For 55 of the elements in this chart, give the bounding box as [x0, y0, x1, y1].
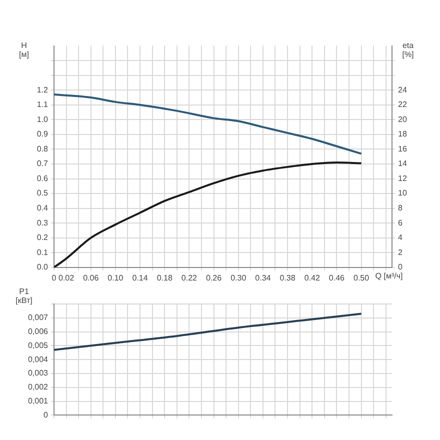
y2-tick-label: 6	[398, 218, 403, 228]
y2-tick-label: 8	[398, 204, 403, 213]
y-tick-label: 0,001	[28, 396, 49, 406]
y-tick-label: 0,007	[28, 313, 49, 322]
y-tick-label: 0,003	[28, 368, 49, 378]
y2-tick-label: 2	[398, 248, 403, 257]
x-axis-title: Q [м³/ч]	[375, 272, 403, 281]
x-tick-label: 0.18	[156, 273, 173, 282]
x-tick-label: 0.26	[206, 273, 222, 282]
x-tick-label: 0.42	[304, 273, 320, 282]
y2-tick-label: 16	[398, 144, 408, 154]
y-tick-label: 0.5	[36, 188, 49, 198]
y-tick-label: 0.6	[36, 174, 49, 183]
y-tick-label: 0.7	[36, 159, 49, 168]
x-tick-label: 0	[52, 273, 57, 282]
x-tick-label: 0.02	[58, 273, 75, 282]
x-tick-label: 0.30	[230, 273, 247, 282]
y-tick-label: 0	[44, 410, 49, 420]
y-axis-title: H [м]	[19, 41, 29, 60]
y2-tick-label: 24	[398, 85, 408, 94]
y-tick-label: 0.2	[36, 233, 49, 242]
x-tick-label: 0.14	[132, 273, 148, 282]
line-series	[54, 94, 362, 155]
y2-axis-title: eta [%]	[402, 41, 414, 60]
y-tick-label: 0.1	[36, 248, 49, 257]
y-tick-label: 0,002	[28, 382, 49, 392]
y2-tick-label: 12	[398, 174, 408, 183]
y2-tick-label: 18	[398, 130, 408, 139]
x-tick-label: 0.10	[108, 273, 124, 282]
y2-tick-label: 4	[398, 233, 403, 242]
y2-tick-label: 0	[398, 262, 403, 272]
y-tick-label: 0,005	[28, 340, 49, 350]
y2-tick-label: 10	[398, 188, 408, 198]
y2-tick-label: 20	[398, 114, 408, 124]
y-tick-label: 0,006	[28, 327, 49, 336]
y-tick-label: 0,004	[28, 354, 49, 364]
x-tick-label: 0.50	[353, 273, 370, 282]
y-axis-title: P1 [кВт]	[16, 287, 32, 306]
x-tick-label: 0.34	[255, 273, 272, 282]
x-tick-label: 0.38	[280, 273, 296, 282]
y-tick-label: 0.8	[36, 144, 49, 154]
x-tick-label: 0.46	[328, 273, 346, 282]
x-tick-label: 0.22	[181, 273, 198, 282]
y-tick-label: 0.9	[36, 130, 49, 139]
y-tick-label: 0.3	[36, 218, 49, 228]
y-tick-label: 0.4	[36, 204, 49, 213]
y-tick-label: 1.2	[36, 85, 49, 94]
line-series	[54, 312, 362, 351]
y2-tick-label: 14	[398, 159, 408, 168]
y2-tick-label: 22	[398, 100, 408, 110]
y-tick-label: 1.1	[36, 100, 49, 110]
y-tick-label: 0.0	[36, 262, 49, 272]
x-tick-label: 0.06	[83, 273, 100, 282]
y-tick-label: 1.0	[36, 114, 49, 124]
line-series	[54, 162, 362, 268]
